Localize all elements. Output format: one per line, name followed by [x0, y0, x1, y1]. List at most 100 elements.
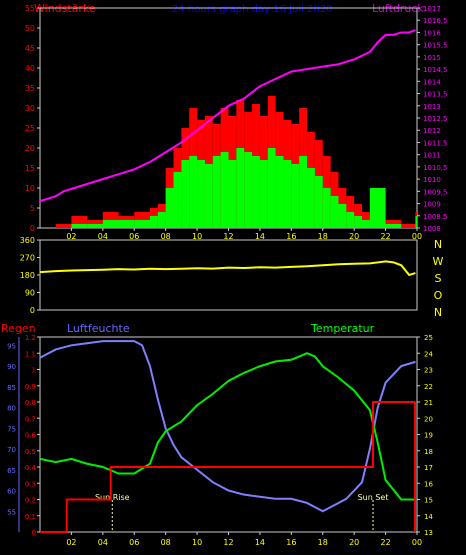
- hour-label: 02: [66, 538, 76, 547]
- humidity-tick-label: 90: [7, 363, 16, 371]
- rain-title: Regen: [1, 322, 36, 335]
- temperature-tick-label: 25: [424, 334, 433, 342]
- humidity-title: Luftfeuchte: [67, 322, 130, 335]
- pressure-tick-label: 1017: [423, 5, 441, 13]
- pressure-tick-label: 1014: [423, 78, 441, 86]
- wind-avg-bar: [236, 148, 245, 228]
- wind-avg-bar: [87, 224, 103, 228]
- hour-label: 10: [192, 232, 202, 241]
- hour-label: 20: [349, 538, 359, 547]
- compass-letter: W: [433, 255, 444, 268]
- wind-tick-label: 35: [25, 84, 35, 93]
- rain-tick-label: 0.5: [25, 448, 36, 456]
- wind-avg-bar: [252, 156, 260, 228]
- wind-avg-bar: [283, 160, 292, 228]
- pressure-tick-label: 1016: [423, 29, 441, 37]
- temperature-tick-label: 20: [424, 415, 433, 423]
- humidity-tick-label: 55: [7, 508, 16, 516]
- wind-avg-bar: [330, 196, 339, 228]
- wind-tick-label: 20: [25, 144, 35, 153]
- humidity-tick-label: 80: [7, 405, 16, 413]
- wind-avg-bar: [189, 156, 198, 228]
- wind-avg-bar: [165, 188, 174, 228]
- hour-label: 08: [161, 538, 171, 547]
- wind-avg-bar: [102, 220, 119, 228]
- rain-tick-label: 0.1: [25, 513, 36, 521]
- rain-tick-label: 1.2: [25, 334, 36, 342]
- pressure-tick-label: 1012,5: [423, 115, 448, 123]
- hour-label: 00: [412, 538, 422, 547]
- humidity-tick-label: 70: [7, 446, 16, 454]
- hour-label: 06: [129, 232, 139, 241]
- hour-label: 16: [286, 232, 296, 241]
- wind-gust-bar: [55, 224, 72, 228]
- hour-label: 04: [98, 538, 108, 547]
- compass-letter: S: [435, 272, 442, 285]
- pressure-tick-label: 1013: [423, 103, 441, 111]
- wind-avg-bar: [299, 156, 308, 228]
- direction-tick-label: 90: [25, 289, 35, 298]
- wind-tick-label: 0: [30, 224, 35, 233]
- hour-label: 02: [66, 232, 76, 241]
- pressure-tick-label: 1009: [423, 201, 441, 209]
- hour-label: 18: [318, 538, 328, 547]
- direction-line: [39, 260, 416, 277]
- hour-label: 04: [98, 232, 108, 241]
- compass-letter: N: [434, 238, 442, 251]
- graph-title: 24 hours graph day 16 Juli 2020: [172, 4, 333, 15]
- wind-avg-bar: [354, 216, 363, 228]
- wind-avg-bar: [228, 160, 237, 228]
- wind-avg-bar: [157, 212, 166, 228]
- hour-label: 22: [380, 232, 390, 241]
- wind-avg-bar: [415, 216, 417, 228]
- wind-tick-label: 10: [25, 184, 35, 193]
- wind-tick-label: 50: [25, 24, 35, 33]
- humidity-tick-label: 95: [7, 342, 16, 350]
- hour-label: 18: [318, 232, 328, 241]
- wind-avg-bar: [275, 156, 284, 228]
- pressure-tick-label: 1015: [423, 54, 441, 62]
- temperature-tick-label: 15: [424, 497, 433, 505]
- rain-line: [40, 401, 416, 533]
- wind-avg-bar: [244, 152, 253, 228]
- temperature-tick-label: 13: [424, 529, 433, 537]
- rain-tick-label: 0.9: [25, 383, 36, 391]
- pressure-tick-label: 1012: [423, 127, 441, 135]
- rain-tick-label: 0.7: [25, 415, 36, 423]
- wind-tick-label: 40: [25, 64, 35, 73]
- wind-avg-bar: [338, 204, 347, 228]
- wind-avg-bar: [173, 172, 182, 228]
- wind-avg-bar: [267, 148, 276, 228]
- sun-label: Sun Rise: [95, 493, 130, 502]
- direction-tick-label: 180: [20, 271, 35, 280]
- hour-label: 06: [129, 538, 139, 547]
- hour-label: 10: [192, 538, 202, 547]
- rain-tick-label: 0.4: [25, 464, 37, 472]
- temperature-tick-label: 14: [424, 513, 433, 521]
- wind-avg-bar: [220, 152, 229, 228]
- wind-tick-label: 25: [25, 124, 35, 133]
- rain-tick-label: 1: [32, 367, 36, 375]
- rain-tick-label: 0: [32, 529, 36, 537]
- hour-label: 12: [223, 232, 233, 241]
- wind-avg-bar: [204, 164, 213, 228]
- wind-avg-bar: [362, 220, 370, 228]
- wind-avg-bar: [322, 188, 331, 228]
- humidity-tick-label: 60: [7, 488, 16, 496]
- pressure-tick-label: 1014,5: [423, 66, 448, 74]
- pressure-tick-label: 1015,5: [423, 42, 448, 50]
- wind-tick-label: 5: [30, 204, 35, 213]
- temperature-tick-label: 18: [424, 448, 433, 456]
- wind-avg-bar: [346, 212, 355, 228]
- wind-avg-bar: [291, 164, 300, 228]
- hour-label: 14: [255, 232, 265, 241]
- compass-letter: O: [434, 289, 443, 302]
- humidity-tick-label: 75: [7, 425, 16, 433]
- pressure-line: [39, 29, 416, 203]
- hour-label: 16: [286, 538, 296, 547]
- hour-label: 08: [161, 232, 171, 241]
- wind-avg-bar: [197, 160, 205, 228]
- rain-tick-label: 0.8: [25, 399, 36, 407]
- weather-panel: [39, 336, 418, 533]
